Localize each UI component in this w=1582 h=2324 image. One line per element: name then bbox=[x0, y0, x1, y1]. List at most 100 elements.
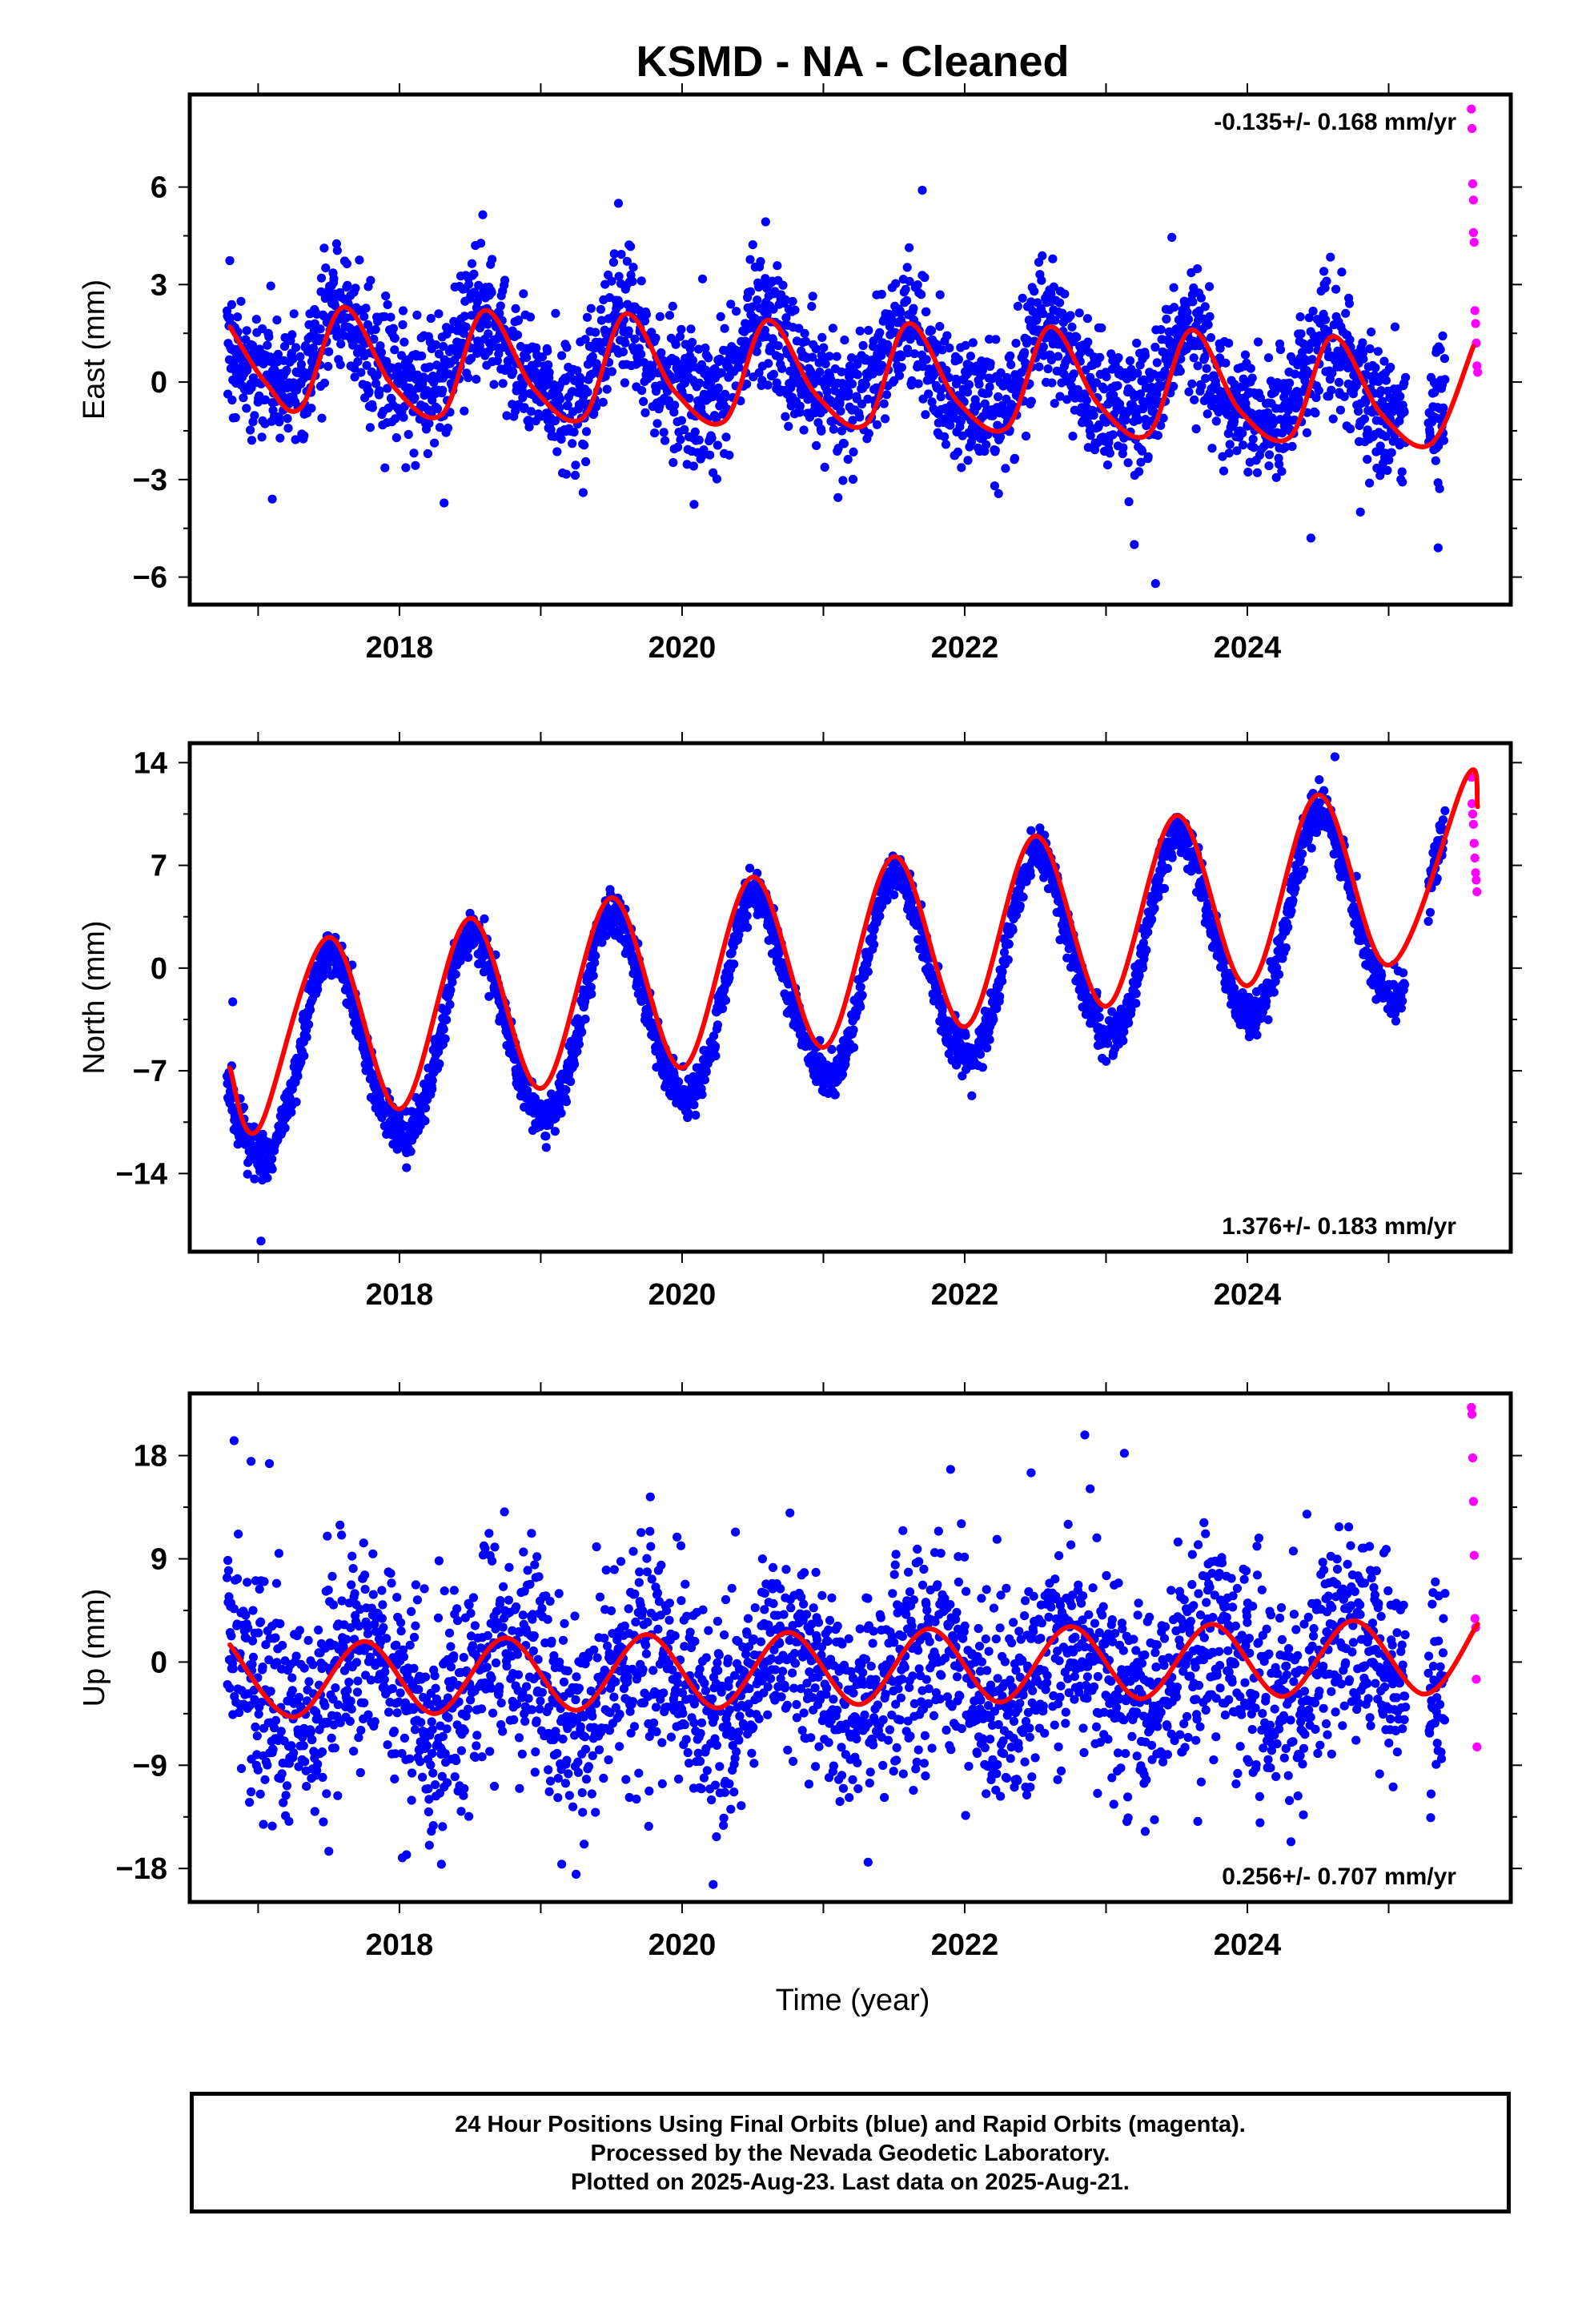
final-orbit-point bbox=[896, 308, 905, 317]
final-orbit-point bbox=[367, 403, 377, 412]
final-orbit-point bbox=[1240, 350, 1251, 360]
final-orbit-point bbox=[1287, 441, 1297, 452]
final-orbit-point bbox=[321, 263, 331, 273]
final-orbit-point bbox=[299, 431, 309, 440]
final-orbit-point bbox=[1363, 425, 1372, 435]
final-orbit-point bbox=[636, 349, 646, 359]
final-orbit-point bbox=[440, 498, 449, 508]
final-orbit-point bbox=[848, 416, 857, 425]
final-orbit-point bbox=[998, 967, 1007, 977]
final-orbit-point bbox=[691, 1110, 701, 1120]
final-orbit-point bbox=[412, 310, 422, 320]
final-orbit-point bbox=[265, 352, 275, 362]
final-orbit-point bbox=[267, 494, 277, 504]
final-orbit-point bbox=[380, 463, 390, 472]
final-orbit-point bbox=[677, 324, 686, 334]
final-orbit-point bbox=[562, 343, 572, 352]
final-orbit-point bbox=[391, 414, 400, 424]
final-orbit-point bbox=[748, 240, 757, 250]
final-orbit-point bbox=[273, 349, 283, 359]
final-orbit-point bbox=[1131, 999, 1141, 1008]
final-orbit-point bbox=[511, 304, 520, 313]
final-orbit-point bbox=[308, 343, 318, 353]
final-orbit-point bbox=[1363, 455, 1372, 464]
final-orbit-point bbox=[808, 352, 817, 362]
final-orbit-point bbox=[398, 320, 408, 330]
final-orbit-point bbox=[837, 1070, 848, 1080]
final-orbit-point bbox=[863, 967, 873, 976]
final-orbit-point bbox=[1285, 378, 1295, 388]
final-orbit-point bbox=[592, 402, 601, 412]
final-orbit-point bbox=[877, 360, 887, 370]
final-orbit-point bbox=[361, 304, 371, 313]
final-orbit-point bbox=[371, 324, 380, 334]
final-orbit-point bbox=[532, 358, 542, 368]
final-orbit-point bbox=[761, 217, 770, 227]
final-orbit-point bbox=[400, 337, 409, 347]
x-tick-label: 2020 bbox=[648, 631, 717, 665]
final-orbit-point bbox=[1203, 320, 1213, 330]
final-orbit-point bbox=[994, 392, 1003, 402]
final-orbit-point bbox=[790, 305, 800, 315]
final-orbit-point bbox=[840, 336, 849, 345]
final-orbit-point bbox=[336, 340, 346, 349]
final-orbit-point bbox=[1201, 374, 1211, 384]
final-orbit-point bbox=[609, 249, 619, 259]
final-orbit-point bbox=[957, 463, 966, 472]
final-orbit-point bbox=[1130, 540, 1139, 549]
final-orbit-point bbox=[905, 243, 914, 252]
final-orbit-point bbox=[1351, 380, 1361, 391]
final-orbit-point bbox=[734, 930, 744, 939]
final-orbit-point bbox=[709, 1031, 719, 1041]
final-orbit-point bbox=[685, 393, 694, 403]
final-orbit-point bbox=[1200, 352, 1210, 362]
final-orbit-point bbox=[288, 354, 298, 364]
final-orbit-point bbox=[1062, 395, 1072, 404]
final-orbit-point bbox=[1183, 315, 1194, 324]
final-orbit-point bbox=[1296, 329, 1306, 339]
final-orbit-point bbox=[694, 435, 704, 445]
final-orbit-point bbox=[394, 362, 404, 372]
final-orbit-point bbox=[936, 392, 946, 402]
final-orbit-point bbox=[1182, 308, 1192, 317]
chart-title: KSMD - NA - Cleaned bbox=[636, 38, 1069, 86]
final-orbit-point bbox=[768, 335, 778, 344]
final-orbit-point bbox=[1067, 322, 1077, 332]
final-orbit-point bbox=[390, 333, 400, 343]
final-orbit-point bbox=[991, 335, 1001, 344]
final-orbit-point bbox=[520, 403, 529, 412]
final-orbit-point bbox=[588, 352, 597, 361]
final-orbit-point bbox=[671, 340, 681, 349]
final-orbit-point bbox=[1372, 463, 1382, 473]
final-orbit-point bbox=[1384, 455, 1394, 465]
final-orbit-point bbox=[705, 450, 715, 460]
final-orbit-point bbox=[1207, 444, 1217, 453]
final-orbit-point bbox=[428, 1076, 437, 1085]
final-orbit-point bbox=[476, 239, 486, 248]
final-orbit-point bbox=[800, 328, 809, 338]
final-orbit-point bbox=[822, 387, 832, 396]
final-orbit-point bbox=[996, 432, 1006, 442]
final-orbit-point bbox=[690, 427, 700, 437]
final-orbit-point bbox=[676, 435, 685, 444]
final-orbit-point bbox=[968, 338, 978, 348]
final-orbit-point bbox=[1397, 467, 1407, 476]
final-orbit-point bbox=[1026, 826, 1036, 835]
final-orbit-point bbox=[1081, 984, 1090, 995]
final-orbit-point bbox=[295, 352, 305, 361]
y-tick-label: 0 bbox=[151, 366, 167, 400]
final-orbit-point bbox=[304, 1019, 314, 1029]
final-orbit-point bbox=[280, 1123, 290, 1133]
final-orbit-point bbox=[945, 344, 954, 353]
final-orbit-point bbox=[1431, 456, 1440, 465]
final-orbit-point bbox=[1083, 337, 1093, 347]
final-orbit-point bbox=[1156, 420, 1166, 430]
final-orbit-point bbox=[319, 378, 329, 388]
final-orbit-point bbox=[815, 367, 825, 377]
final-orbit-point bbox=[319, 243, 329, 253]
final-orbit-point bbox=[718, 1003, 728, 1014]
final-orbit-point bbox=[995, 991, 1005, 1001]
final-orbit-point bbox=[668, 301, 677, 311]
final-orbit-point bbox=[1252, 468, 1263, 477]
